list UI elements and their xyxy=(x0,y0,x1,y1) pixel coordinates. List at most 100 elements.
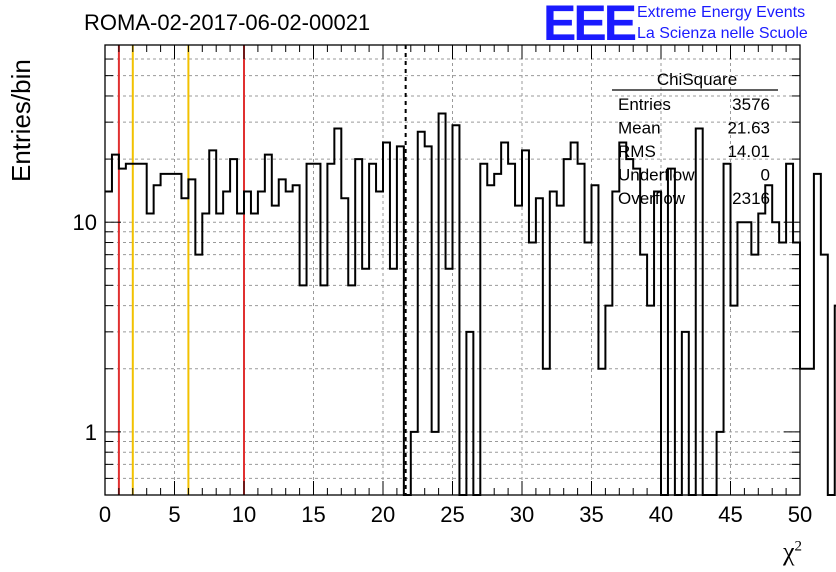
histogram-bin xyxy=(314,164,321,495)
histogram-bin xyxy=(779,243,786,495)
y-axis-label: Entries/bin xyxy=(6,59,36,182)
histogram-bin xyxy=(696,128,703,495)
histogram-bin xyxy=(425,146,432,495)
histogram-bin xyxy=(717,432,724,495)
histogram-bin xyxy=(209,150,216,495)
histogram-bin xyxy=(633,169,640,495)
histogram-bin xyxy=(494,174,501,495)
eee-logo: EEE xyxy=(543,0,637,51)
histogram-bin xyxy=(737,222,744,495)
histogram-bin xyxy=(612,192,619,495)
histogram-bin xyxy=(140,164,147,495)
histogram-bin xyxy=(814,174,821,495)
histogram-bin xyxy=(765,185,772,495)
histogram-bin xyxy=(126,164,133,495)
histogram-bin xyxy=(418,132,425,495)
histogram-bin xyxy=(279,179,286,495)
histogram-bin xyxy=(800,369,807,495)
y-tick-label: 1 xyxy=(85,420,97,445)
histogram-bin xyxy=(821,255,828,495)
stats-row-value: 3576 xyxy=(732,95,770,114)
histogram-outline xyxy=(105,112,836,496)
histogram-bin xyxy=(202,214,209,495)
histogram-bin xyxy=(557,206,564,495)
histogram-bin xyxy=(550,192,557,495)
logo-line-2: La Scienza nelle Scuole xyxy=(637,25,808,42)
x-tick-label: 10 xyxy=(232,502,256,527)
stats-row-label: Mean xyxy=(618,119,661,138)
histogram-bin xyxy=(334,128,341,495)
logo-line-1: Extreme Energy Events xyxy=(637,4,806,21)
histogram-bin xyxy=(320,285,327,495)
histogram-bin xyxy=(682,332,689,495)
histogram-bin xyxy=(341,198,348,495)
x-axis-label: χ2 xyxy=(783,537,802,567)
histogram-bin xyxy=(265,155,272,495)
histogram-bin xyxy=(585,243,592,495)
x-tick-label: 45 xyxy=(718,502,742,527)
histogram-bin xyxy=(397,146,404,495)
x-tick-label: 50 xyxy=(788,502,812,527)
stats-row-value: 2316 xyxy=(732,189,770,208)
histogram-bin xyxy=(362,269,369,495)
histogram-bin xyxy=(223,192,230,495)
chart-title: ROMA-02-2017-06-02-00021 xyxy=(84,10,371,35)
x-axis-label-base: χ xyxy=(782,537,795,566)
histogram-bin xyxy=(369,164,376,495)
y-axis-label-wrap: Entries/bin xyxy=(6,59,36,182)
histogram-bin xyxy=(758,214,765,495)
histogram-bin xyxy=(564,159,571,495)
x-tick-label: 5 xyxy=(168,502,180,527)
histogram-bin xyxy=(105,192,112,495)
histogram-bin xyxy=(640,255,647,495)
histogram-bin xyxy=(195,255,202,495)
histogram-bin xyxy=(119,169,126,495)
histogram-bin xyxy=(536,198,543,495)
histogram-bin xyxy=(230,159,237,495)
histogram-series xyxy=(105,112,836,496)
stats-row-label: RMS xyxy=(618,142,656,161)
histogram-bin xyxy=(446,269,453,495)
histogram-bin xyxy=(724,164,731,495)
x-tick-label: 25 xyxy=(440,502,464,527)
histogram-bin xyxy=(161,174,168,495)
histogram-bin xyxy=(244,192,251,495)
histogram-bin xyxy=(327,164,334,495)
histogram-bin xyxy=(272,206,279,495)
histogram-bin xyxy=(439,113,446,495)
stats-row-value: 14.01 xyxy=(727,142,770,161)
histogram-bin xyxy=(543,369,550,495)
histogram-bin xyxy=(390,269,397,495)
grid xyxy=(105,45,800,495)
y-tick-label: 10 xyxy=(73,210,97,235)
histogram-bin xyxy=(772,222,779,495)
x-tick-label: 20 xyxy=(371,502,395,527)
histogram-bin xyxy=(598,369,605,495)
histogram-bin xyxy=(300,285,307,495)
x-tick-label: 35 xyxy=(579,502,603,527)
histogram-bin xyxy=(592,185,599,495)
histogram-bin xyxy=(654,192,661,495)
histogram-bin xyxy=(508,164,515,495)
histogram-bin xyxy=(237,214,244,495)
x-axis-label-sup: 2 xyxy=(794,538,803,555)
histogram-bin xyxy=(487,185,494,495)
histogram-bin xyxy=(133,164,140,495)
histogram-bin xyxy=(571,142,578,495)
histogram-bin xyxy=(188,179,195,495)
histogram-bin xyxy=(744,222,751,495)
histogram-bin xyxy=(383,142,390,495)
histogram-bin xyxy=(731,306,738,495)
x-tick-label: 40 xyxy=(649,502,673,527)
stats-row-label: Overflow xyxy=(618,189,686,208)
histogram-bin xyxy=(751,255,758,495)
histogram-bin xyxy=(181,198,188,495)
histogram-bin xyxy=(154,185,161,495)
histogram-bin xyxy=(348,285,355,495)
histogram-bin xyxy=(293,185,300,495)
histogram-bin xyxy=(480,164,487,495)
histogram-bin xyxy=(807,369,814,495)
reference-lines xyxy=(117,45,407,495)
histogram-bin xyxy=(432,432,439,495)
